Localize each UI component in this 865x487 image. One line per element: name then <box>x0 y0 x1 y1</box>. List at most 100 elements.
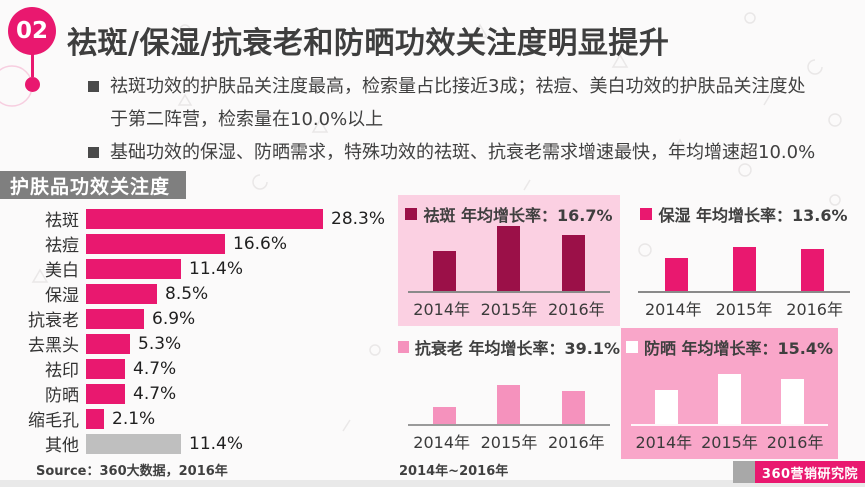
legend: 抗衰老 年均增长率：39.1% <box>398 337 620 358</box>
x-tick-label: 2014年 <box>644 300 702 319</box>
x-tick-label: 2015年 <box>480 300 538 319</box>
mini-chart-baoshi: 保湿 年均增长率：13.6% 2014年 2015年 2016年 <box>628 195 860 326</box>
bar <box>86 433 181 454</box>
legend-swatch-icon <box>405 208 418 220</box>
slide-number-badge: 02 <box>8 7 56 92</box>
bar <box>655 390 678 424</box>
efficacy-bar-chart: 祛斑 28.3% 祛痘 16.6% 美白 11.4% 保湿 8.5% 抗衰老 6.9% 去黑头 5.3… <box>0 206 398 456</box>
value-label: 6.9% <box>152 308 196 329</box>
bar <box>86 258 181 279</box>
logo-brand-text: 360营销研究院 <box>755 461 865 483</box>
bar <box>562 235 586 291</box>
bar <box>562 391 586 424</box>
x-tick-label: 2014年 <box>413 433 471 452</box>
plot-area <box>412 357 606 424</box>
bar-row-6: 去黑头 5.3% <box>0 331 398 356</box>
bar-row-7: 祛印 4.7% <box>0 356 398 381</box>
bar <box>86 383 125 404</box>
bar-row-8: 防晒 4.7% <box>0 381 398 406</box>
bar-row-4: 保湿 8.5% <box>0 281 398 306</box>
bar <box>497 226 521 291</box>
category-label: 美白 <box>45 261 79 281</box>
x-axis-labels: 2014年 2015年 2016年 <box>408 429 610 453</box>
bar-row-2: 祛痘 16.6% <box>0 231 398 256</box>
x-axis-labels: 2014年 2015年 2016年 <box>408 296 610 320</box>
bar <box>86 308 144 329</box>
legend: 防晒 年均增长率：15.4% <box>621 337 838 358</box>
bar-row-9: 缩毛孔 2.1% <box>0 406 398 431</box>
value-label: 4.7% <box>133 383 177 404</box>
value-label: 16.6% <box>233 233 288 254</box>
bar <box>718 374 741 424</box>
x-axis-line <box>408 291 610 293</box>
bar <box>86 283 157 304</box>
legend-text: 抗衰老 年均增长率：39.1% <box>414 339 620 358</box>
bullet-item: 基础功效的保湿、防晒需求，特殊功效的祛斑、抗衰老需求增速最快，年均增速超10.0… <box>88 136 820 169</box>
x-tick-label: 2014年 <box>413 300 471 319</box>
category-label: 防晒 <box>45 386 79 406</box>
legend-swatch-icon <box>640 208 653 220</box>
category-label: 祛痘 <box>45 236 79 256</box>
bar-row-5: 抗衰老 6.9% <box>0 306 398 331</box>
section-label-band: 护肤品功效关注度 <box>0 171 186 199</box>
brand-logo: 360营销研究院 <box>733 461 865 483</box>
legend: 保湿 年均增长率：13.6% <box>628 204 860 225</box>
x-tick-label: 2016年 <box>547 433 605 452</box>
x-axis-labels: 2014年 2015年 2016年 <box>638 296 850 320</box>
bar <box>432 407 456 424</box>
bar-row-1: 祛斑 28.3% <box>0 206 398 231</box>
bar <box>497 385 521 424</box>
legend: 祛斑 年均增长率：16.7% <box>398 204 620 225</box>
plot-area <box>635 357 824 424</box>
value-label: 11.4% <box>189 433 244 454</box>
legend-text: 保湿 年均增长率：13.6% <box>658 206 848 225</box>
source-note: Source：360大数据，2016年 <box>36 464 228 479</box>
efficacy-bar-chart-rows: 祛斑 28.3% 祛痘 16.6% 美白 11.4% 保湿 8.5% 抗衰老 6.9% 去黑头 5.3… <box>0 206 398 456</box>
bar-row-10: 其他 11.4% <box>0 431 398 456</box>
x-axis-line <box>638 291 850 293</box>
bar <box>732 247 756 291</box>
legend-swatch-icon <box>398 341 409 353</box>
category-label: 缩毛孔 <box>28 411 79 431</box>
bullet-square-icon <box>88 81 99 92</box>
legend-text: 祛斑 年均增长率：16.7% <box>423 206 613 225</box>
bar-row-3: 美白 11.4% <box>0 256 398 281</box>
plot-area <box>642 224 846 291</box>
x-tick-label: 2015年 <box>701 433 758 452</box>
value-label: 8.5% <box>165 283 209 304</box>
category-label: 祛斑 <box>45 211 79 231</box>
x-axis-labels: 2014年 2015年 2016年 <box>631 429 828 453</box>
category-label: 保湿 <box>45 286 79 306</box>
bar <box>781 379 804 424</box>
value-label: 28.3% <box>331 208 386 229</box>
bar <box>86 408 104 429</box>
mini-chart-kangshuailao: 抗衰老 年均增长率：39.1% 2014年 2015年 2016年 <box>398 328 620 459</box>
bar <box>800 249 824 291</box>
legend-text: 防晒 年均增长率：15.4% <box>643 339 834 358</box>
badge-stem-line <box>30 53 34 77</box>
bar <box>432 251 456 291</box>
value-label: 2.1% <box>112 408 156 429</box>
category-label: 祛印 <box>45 361 79 381</box>
category-label: 去黑头 <box>28 336 79 356</box>
value-label: 11.4% <box>189 258 244 279</box>
x-axis-line <box>631 424 828 426</box>
bullet-list: 祛斑功效的护肤品关注度最高，检索量占比接近3成；祛痘、美白功效的护肤品关注度处于… <box>88 70 820 169</box>
value-label: 4.7% <box>133 358 177 379</box>
bar <box>86 233 225 254</box>
page-title: 祛斑/保湿/抗衰老和防晒功效关注度明显提升 <box>67 26 670 61</box>
logo-gray-square <box>733 461 755 483</box>
value-label: 5.3% <box>138 333 182 354</box>
category-label: 抗衰老 <box>28 311 79 331</box>
x-tick-label: 2015年 <box>480 433 538 452</box>
bar <box>86 208 323 229</box>
x-tick-label: 2016年 <box>547 300 605 319</box>
x-tick-label: 2014年 <box>635 433 693 452</box>
bullet-item: 祛斑功效的护肤品关注度最高，检索量占比接近3成；祛痘、美白功效的护肤品关注度处于… <box>88 70 820 136</box>
category-label: 其他 <box>45 436 79 456</box>
x-axis-line <box>408 424 610 426</box>
bullet-text: 基础功效的保湿、防晒需求，特殊功效的祛斑、抗衰老需求增速最快，年均增速超10.0… <box>110 142 816 163</box>
x-tick-label: 2015年 <box>715 300 773 319</box>
plot-area <box>412 224 606 291</box>
